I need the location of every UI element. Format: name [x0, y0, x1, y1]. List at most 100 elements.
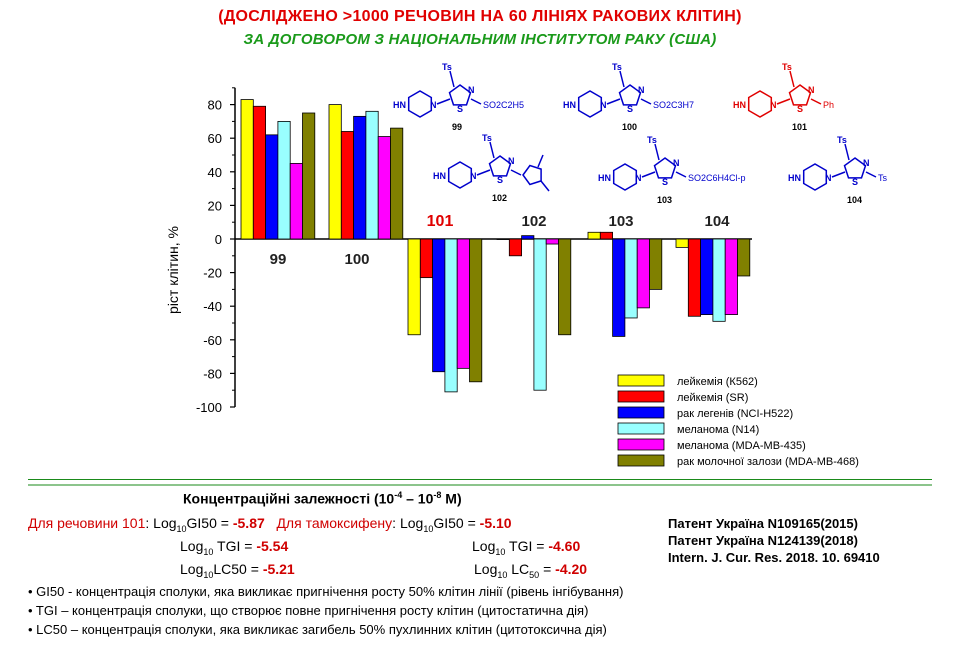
svg-text:N: N: [430, 100, 437, 110]
svg-text:Ts: Ts: [442, 62, 452, 72]
svg-text:SO2C2H5: SO2C2H5: [483, 100, 524, 110]
legend-swatch-0: [617, 374, 665, 387]
bar-101-series-2: [432, 238, 446, 373]
sub-tgi-value: -5.54: [256, 538, 289, 554]
svg-text:N: N: [825, 173, 832, 183]
title-line-1: (ДОСЛІДЖЕНО >1000 РЕЧОВИН НА 60 ЛІНІЯХ Р…: [218, 8, 742, 25]
y-tick-label: -60: [203, 333, 222, 348]
svg-text:S: S: [497, 175, 503, 185]
svg-text:N: N: [673, 158, 680, 168]
y-tick-label: -20: [203, 266, 222, 281]
sub-gi50-value: -5.87: [232, 515, 265, 531]
y-tick-label: -40: [203, 299, 222, 314]
bar-100-series-4: [377, 136, 391, 240]
svg-text:HN: HN: [733, 100, 746, 110]
svg-text:Ts: Ts: [612, 62, 622, 72]
bar-104-series-4: [724, 238, 738, 315]
svg-text:N: N: [770, 100, 777, 110]
bar-102-series-2: [521, 235, 535, 240]
y-tick-label: 80: [208, 98, 222, 113]
legend-swatch-3: [617, 422, 665, 435]
bar-chart: 99 100 101 102 103 104 80 60 40 20 0 -20 -40 -60 -80 -…: [28, 62, 932, 480]
svg-text:Ts: Ts: [482, 133, 492, 143]
svg-text:HN: HN: [563, 100, 576, 110]
svg-text:N: N: [508, 156, 515, 166]
category-label-102: 102: [521, 213, 546, 230]
svg-text:101: 101: [792, 122, 807, 132]
bar-99-series-3: [277, 121, 291, 240]
bar-103-series-0: [587, 231, 601, 240]
bar-102-series-3: [533, 238, 547, 391]
legend-label-0: лейкемія (К562): [677, 376, 758, 388]
bar-100-series-3: [365, 110, 379, 240]
reference: Intern. J. Cur. Res. 2018. 10. 69410: [668, 550, 880, 565]
svg-text:N: N: [635, 173, 642, 183]
bar-103-series-5: [649, 238, 663, 290]
svg-text:N: N: [638, 85, 645, 95]
svg-text:103: 103: [657, 195, 672, 205]
bar-103-series-1: [599, 231, 613, 240]
category-label-99: 99: [270, 251, 287, 268]
legend-box: [614, 372, 896, 470]
svg-text:N: N: [600, 100, 607, 110]
note-lc50: • LC50 – концентрація сполуки, яка викли…: [28, 622, 607, 637]
tam-lc50-value: -4.20: [555, 561, 588, 577]
tam-gi50-value: -5.10: [479, 515, 512, 531]
y-tick-label: -100: [196, 400, 222, 415]
substance-label: Для речовини 101: [28, 515, 146, 531]
row-lc50-sub: Log10LC50 = -5.21: [180, 561, 295, 580]
note-tgi: • TGI – концентрація сполуки, що створює…: [28, 603, 589, 618]
legend-label-1: лейкемія (SR): [677, 392, 748, 404]
bar-99-series-0: [240, 99, 254, 240]
svg-text:S: S: [662, 177, 668, 187]
legend-swatch-1: [617, 390, 665, 403]
svg-text:N: N: [808, 85, 815, 95]
svg-text:N: N: [468, 85, 475, 95]
bar-104-series-2: [700, 238, 714, 315]
legend-swatch-5: [617, 454, 665, 467]
svg-text:Ph: Ph: [823, 100, 834, 110]
bar-99-series-1: [252, 105, 267, 240]
svg-text:SO2C3H7: SO2C3H7: [653, 100, 694, 110]
legend-label-4: меланома (MDA-MB-435): [677, 440, 806, 452]
bar-103-series-3: [624, 238, 638, 319]
svg-text:SO2C6H4Cl-p: SO2C6H4Cl-p: [688, 173, 746, 183]
y-tick-label: -80: [203, 366, 222, 381]
separator-decor: [28, 484, 932, 486]
svg-text:S: S: [457, 104, 463, 114]
bar-99-series-4: [289, 162, 303, 240]
bar-104-series-1: [687, 238, 701, 317]
y-tick-label: 0: [215, 232, 222, 247]
svg-text:99: 99: [452, 122, 462, 132]
bar-99-series-5: [302, 112, 316, 240]
svg-text:S: S: [797, 104, 803, 114]
legend-label-2: рак легенів (NCI-H522): [677, 408, 793, 420]
category-label-103: 103: [608, 213, 633, 230]
row-gi50: Для речовини 101: Log10GI50 = -5.87 Для …: [28, 515, 512, 534]
category-label-100: 100: [344, 251, 369, 268]
row-lc50-tam: Log10 LC50 = -4.20: [474, 561, 588, 580]
bar-101-series-4: [456, 238, 470, 369]
y-axis-label: ріст клітин, %: [165, 226, 181, 314]
svg-text:S: S: [627, 104, 633, 114]
row-tgi-tam: Log10 TGI = -4.60: [472, 538, 581, 557]
bar-101-series-0: [407, 238, 421, 336]
svg-text:HN: HN: [433, 171, 446, 181]
tamoxifen-label: Для тамоксифену: [276, 515, 393, 531]
bar-102-series-1: [508, 238, 522, 257]
patent-2: Патент Україна N124139(2018): [668, 533, 858, 548]
bar-104-series-5: [737, 238, 751, 277]
bar-103-series-2: [612, 238, 626, 337]
svg-text:HN: HN: [788, 173, 801, 183]
bar-102-series-0: [496, 238, 510, 240]
svg-text:Ts: Ts: [647, 135, 657, 145]
bar-102-series-5: [558, 238, 572, 336]
svg-text:HN: HN: [598, 173, 611, 183]
bar-100-series-5: [390, 127, 404, 240]
svg-text:Ts: Ts: [837, 135, 847, 145]
